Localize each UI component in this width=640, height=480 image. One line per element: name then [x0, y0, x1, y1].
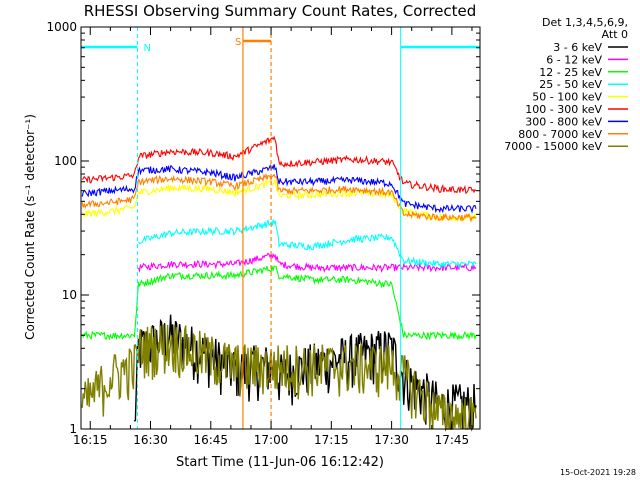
- legend-label-1: 6 - 12 keV: [546, 53, 602, 66]
- x-tick-label-0: 16:15: [73, 433, 108, 447]
- y-axis-label: Corrected Count Rate (s⁻¹ detector⁻¹): [23, 114, 37, 340]
- footer-timestamp: 15-Oct-2021 19:28: [560, 468, 636, 477]
- y-tick-label-1: 10: [62, 288, 77, 302]
- legend-header-line-2: Att 0: [602, 28, 628, 41]
- x-axis-label: Start Time (11-Jun-06 16:12:42): [176, 455, 384, 470]
- legend-label-3: 25 - 50 keV: [539, 78, 602, 91]
- x-tick-label-5: 17:30: [374, 433, 409, 447]
- legend-label-0: 3 - 6 keV: [553, 41, 602, 54]
- x-tick-label-2: 16:45: [193, 433, 228, 447]
- series-line-8-segment-0: [81, 324, 477, 430]
- series-line-4-segment-0: [81, 179, 477, 223]
- x-tick-label-4: 17:15: [314, 433, 349, 447]
- series-line-3-segment-0: [138, 218, 477, 269]
- legend-label-4: 50 - 100 keV: [532, 91, 602, 104]
- plot-area: N S 1 10 100 1000 16:15 16:30 16:45 17:00 17:15 17:…: [46, 20, 481, 447]
- flag-label-0: N: [143, 43, 150, 54]
- y-tick-label-0: 1: [69, 422, 77, 436]
- plot-frame: [80, 26, 481, 430]
- legend-label-8: 7000 - 15000 keV: [504, 140, 602, 153]
- flag-label-1: S: [235, 37, 241, 48]
- series-line-1-segment-0: [137, 251, 477, 273]
- series-line-6-segment-0: [81, 163, 477, 214]
- y-tick-label-3: 1000: [46, 20, 77, 34]
- y-tick-label-2: 100: [54, 154, 77, 168]
- legend-label-5: 100 - 300 keV: [525, 103, 602, 116]
- x-tick-label-3: 17:00: [254, 433, 289, 447]
- series-line-0-segment-0: [133, 314, 477, 432]
- x-tick-label-1: 16:30: [133, 433, 168, 447]
- chart-title: RHESSI Observing Summary Count Rates, Co…: [84, 2, 477, 20]
- legend-header-line-1: Det 1,3,4,5,6,9,: [542, 16, 628, 29]
- legend-label-6: 300 - 800 keV: [525, 115, 602, 128]
- legend-label-2: 12 - 25 keV: [539, 66, 602, 79]
- series-line-5-segment-0: [81, 135, 477, 195]
- series-line-2-segment-0: [81, 265, 477, 341]
- x-tick-label-6: 17:45: [435, 433, 470, 447]
- series-line-7-segment-0: [81, 172, 477, 223]
- legend-label-7: 800 - 7000 keV: [518, 128, 602, 141]
